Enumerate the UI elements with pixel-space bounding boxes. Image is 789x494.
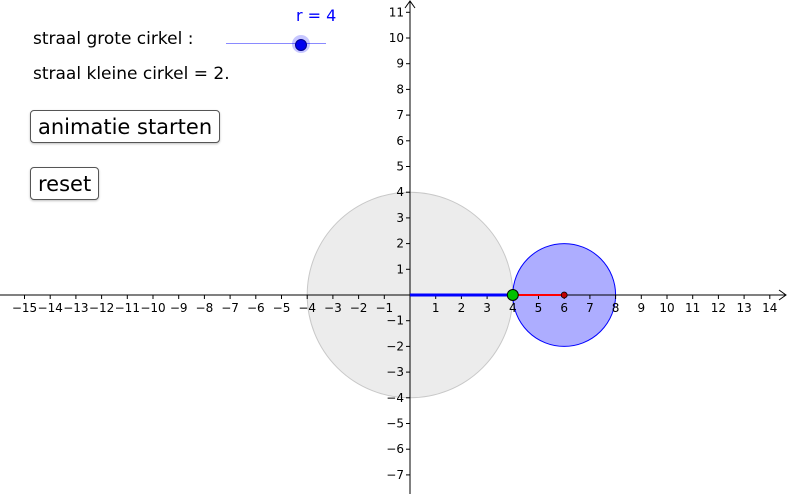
y-tick-label: 3 <box>396 211 404 225</box>
x-tick-label: −10 <box>140 301 165 315</box>
y-tick-label: 4 <box>396 185 404 199</box>
y-tick-label: −6 <box>386 442 404 456</box>
y-tick-label: −2 <box>386 339 404 353</box>
x-tick-label: −4 <box>298 301 316 315</box>
x-tick-label: 5 <box>535 301 543 315</box>
big-radius-label: straal grote cirkel : <box>33 29 194 49</box>
x-tick-label: −11 <box>115 301 140 315</box>
x-tick-label: 11 <box>685 301 700 315</box>
reset-button[interactable]: reset <box>30 167 100 200</box>
y-axis-arrow <box>404 0 416 9</box>
start-animation-button[interactable]: animatie starten <box>30 110 221 143</box>
y-tick-label: 7 <box>396 108 404 122</box>
x-tick-label: −15 <box>12 301 37 315</box>
y-tick-label: 1 <box>396 262 404 276</box>
x-tick-label: −5 <box>273 301 291 315</box>
x-tick-label: −7 <box>221 301 239 315</box>
x-tick-label: 9 <box>637 301 645 315</box>
x-tick-label: −2 <box>350 301 368 315</box>
slider-track[interactable] <box>226 43 326 44</box>
y-tick-label: −4 <box>386 391 404 405</box>
x-tick-label: 1 <box>432 301 440 315</box>
x-tick-label: 7 <box>586 301 594 315</box>
x-tick-label: −6 <box>247 301 265 315</box>
x-tick-label: 3 <box>483 301 491 315</box>
x-tick-label: 10 <box>659 301 674 315</box>
y-tick-label: −1 <box>386 314 404 328</box>
x-tick-label: −9 <box>170 301 188 315</box>
x-tick-label: −12 <box>89 301 114 315</box>
contact-point[interactable] <box>506 289 519 301</box>
slider-knob[interactable] <box>295 39 307 51</box>
y-tick-label: 9 <box>396 57 404 71</box>
x-tick-label: 14 <box>762 301 777 315</box>
y-tick-label: −5 <box>386 417 404 431</box>
x-tick-label: −1 <box>375 301 393 315</box>
x-tick-label: −14 <box>38 301 63 315</box>
x-tick-label: 13 <box>736 301 751 315</box>
slider-value-label: r = 4 <box>296 6 337 25</box>
x-tick-label: 2 <box>458 301 466 315</box>
x-tick-label: 4 <box>509 301 517 315</box>
y-tick-label: 2 <box>396 237 404 251</box>
y-tick-label: −3 <box>386 365 404 379</box>
x-tick-label: −13 <box>63 301 88 315</box>
y-tick-label: 6 <box>396 134 404 148</box>
y-tick-label: 11 <box>389 5 404 19</box>
x-axis-arrow <box>778 289 787 301</box>
small-circle-center-point[interactable] <box>560 291 568 299</box>
x-tick-label: 12 <box>711 301 726 315</box>
y-tick-label: 5 <box>396 160 404 174</box>
x-tick-label: −3 <box>324 301 342 315</box>
x-tick-label: −8 <box>196 301 214 315</box>
x-tick-label: 6 <box>560 301 568 315</box>
y-tick-label: 8 <box>396 82 404 96</box>
y-tick-label: −7 <box>386 468 404 482</box>
y-tick-label: 10 <box>389 31 404 45</box>
small-radius-label: straal kleine cirkel = 2. <box>33 64 230 84</box>
radius-slider[interactable] <box>226 33 328 55</box>
x-tick-label: 8 <box>612 301 620 315</box>
